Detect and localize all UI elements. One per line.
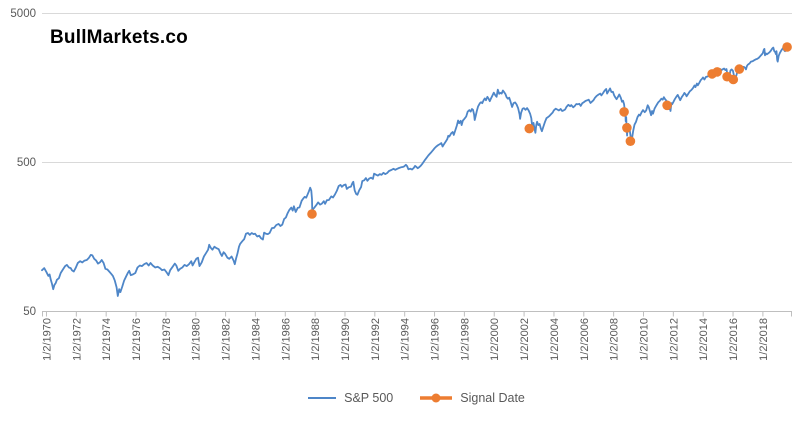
x-axis-label: 1/2/2012	[668, 318, 680, 361]
x-axis-label: 1/2/1978	[161, 318, 173, 361]
legend-label-sp500: S&P 500	[344, 391, 394, 405]
x-axis-label: 1/2/1974	[101, 318, 113, 361]
legend-item-sp500: S&P 500	[307, 391, 393, 405]
x-axis-label: 1/2/2006	[579, 318, 591, 361]
x-axis-label: 1/2/1994	[400, 318, 412, 361]
signal-date-marker-swatch-icon	[420, 393, 453, 403]
x-axis-label: 1/2/2016	[728, 318, 740, 361]
signal-date-dot	[734, 64, 745, 74]
signal-date-dot	[712, 67, 722, 77]
y-axis-label: 50	[23, 306, 36, 318]
x-axis-label: 1/2/1982	[221, 318, 233, 361]
y-axis-label: 5000	[10, 8, 36, 20]
sp500-line	[41, 46, 790, 297]
x-axis-label: 1/2/2002	[519, 318, 531, 361]
signal-date-dot	[524, 123, 535, 134]
y-axis-label: 500	[17, 157, 36, 169]
signal-date-dot	[619, 107, 629, 117]
signal-date-dot	[662, 100, 672, 111]
x-axis-label: 1/2/1988	[310, 318, 322, 361]
x-axis-label: 1/2/1996	[430, 318, 442, 361]
x-axis-label: 1/2/1976	[131, 318, 143, 361]
x-axis-label: 1/2/2018	[758, 318, 770, 361]
sp500-line-swatch-icon	[308, 397, 337, 399]
signal-date-dot	[728, 74, 739, 85]
x-axis-label: 1/2/2000	[489, 318, 501, 361]
legend-label-signal-date: Signal Date	[460, 391, 525, 405]
x-axis-label: 1/2/2008	[609, 318, 621, 361]
x-axis-label: 1/2/1970	[41, 318, 53, 361]
signal-date-dot	[622, 123, 632, 133]
signal-date-dot	[307, 209, 317, 219]
legend-item-signal-date: Signal Date	[419, 391, 525, 405]
x-axis-label: 1/2/1992	[370, 318, 382, 361]
x-axis-label: 1/2/1980	[191, 318, 203, 361]
signal-date-dot	[625, 136, 636, 146]
brand-title: BullMarkets.co	[50, 27, 188, 48]
x-axis-label: 1/2/1984	[250, 318, 262, 361]
x-axis-label: 1/2/1990	[340, 318, 352, 361]
x-axis-label: 1/2/2010	[638, 318, 650, 361]
x-axis-label: 1/2/1972	[71, 318, 83, 361]
x-axis-label: 1/2/2014	[698, 318, 710, 361]
x-axis-label: 1/2/2004	[549, 318, 561, 361]
x-axis-label: 1/2/1998	[459, 318, 471, 361]
signal-date-dot	[782, 42, 792, 52]
chart-legend: S&P 500 Signal Date	[16, 391, 800, 405]
x-axis-label: 1/2/1986	[280, 318, 292, 361]
